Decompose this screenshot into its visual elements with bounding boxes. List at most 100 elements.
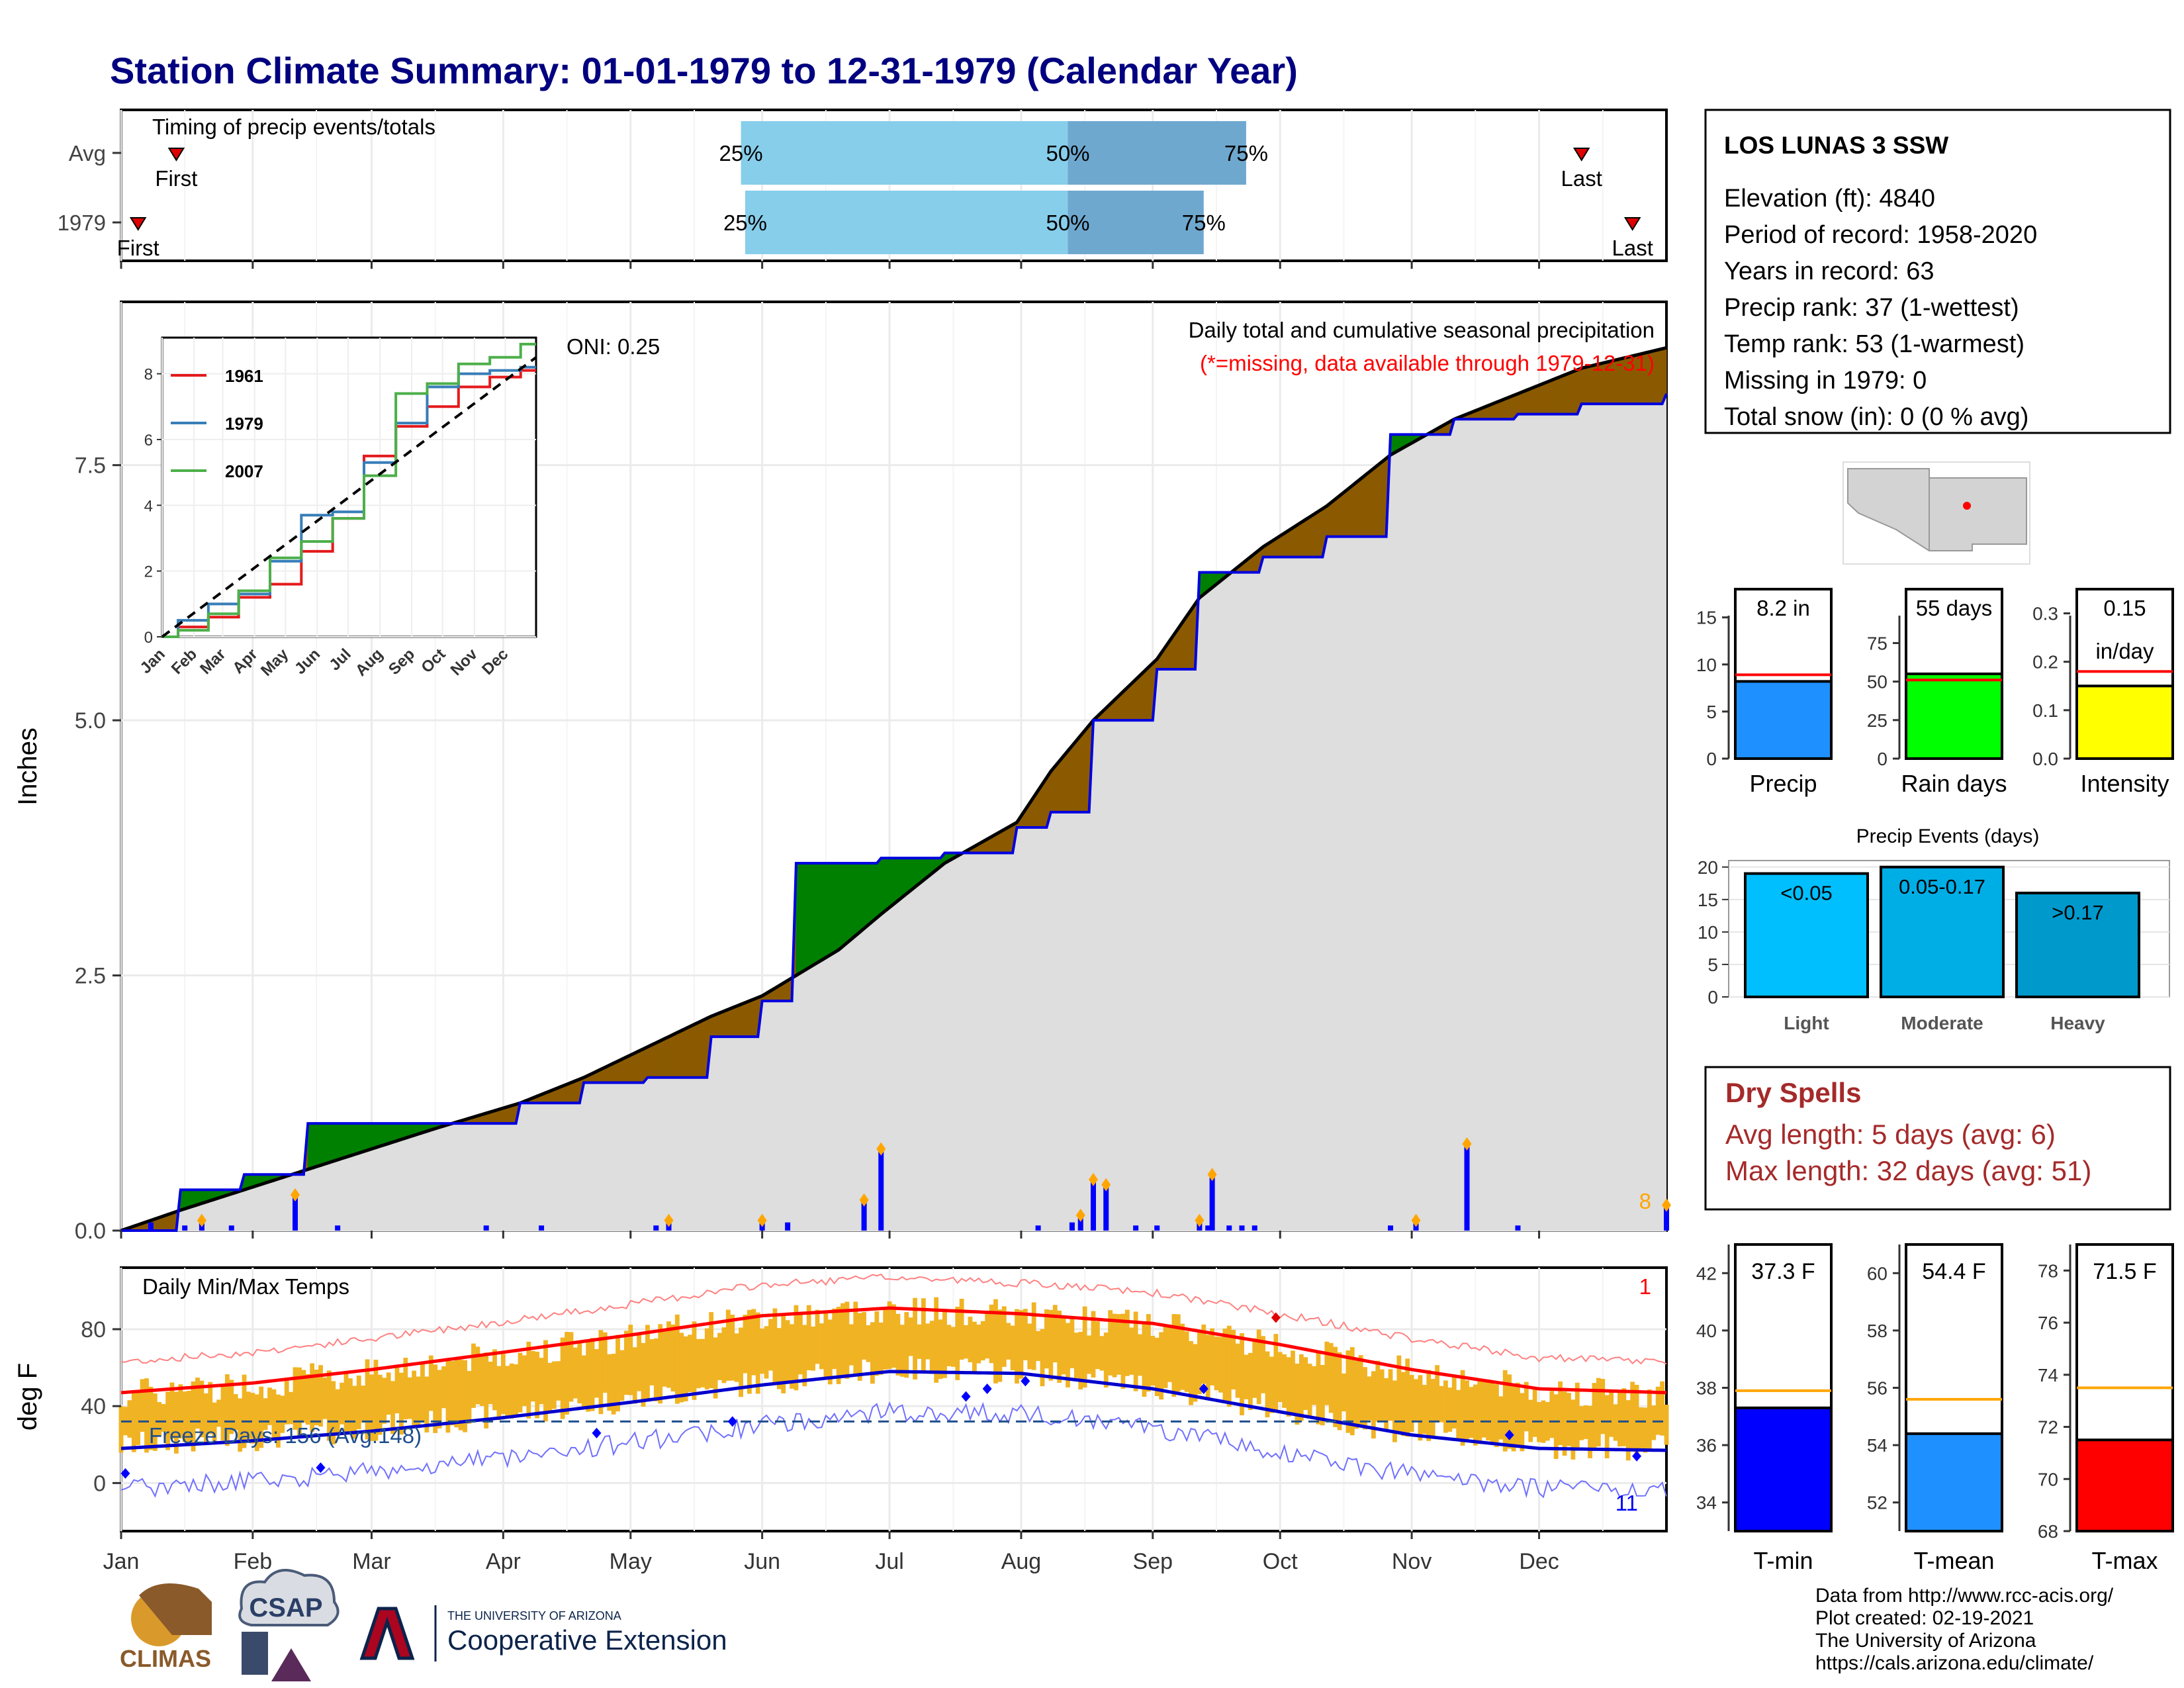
month-label: Dec — [1519, 1549, 1559, 1574]
daily-temp-range-bar — [1371, 1371, 1376, 1439]
daily-temp-range-bar — [1498, 1396, 1504, 1440]
precip-departure-fill — [901, 857, 907, 898]
daily-temp-range-bar — [696, 1338, 701, 1389]
summary-y-tick-label: 75 — [1867, 633, 1888, 653]
daily-temp-range-bar — [811, 1326, 816, 1371]
precip-departure-fill — [1300, 518, 1306, 557]
station-info-line: Missing in 1979: 0 — [1724, 367, 1927, 395]
daily-temp-range-bar — [794, 1305, 799, 1391]
daily-temp-range-bar — [929, 1321, 934, 1374]
daily-temp-range-bar — [373, 1360, 379, 1441]
precip-departure-fill — [621, 1056, 627, 1083]
daily-temp-range-bar — [1396, 1355, 1402, 1434]
daily-temp-range-bar — [1087, 1335, 1091, 1374]
daily-precip-bar — [1133, 1225, 1139, 1231]
temp-bar-y-tick-label: 56 — [1867, 1378, 1888, 1399]
daily-precip-marker — [1411, 1213, 1421, 1227]
daily-temp-range-bar — [1511, 1383, 1516, 1452]
daily-temp-range-bar — [1409, 1375, 1414, 1432]
precip-y-tick-label: 0.0 — [75, 1219, 106, 1244]
daily-temp-range-bar — [293, 1367, 298, 1430]
daily-temp-range-bar — [692, 1321, 697, 1400]
record-low-count: 11 — [1615, 1491, 1638, 1515]
daily-temp-range-bar — [917, 1324, 922, 1359]
daily-temp-range-bar — [157, 1402, 162, 1436]
temp-bar-value: 37.3 F — [1751, 1259, 1815, 1284]
daily-temp-range-bar — [314, 1370, 319, 1426]
record-marker — [727, 1416, 737, 1427]
daily-temp-range-bar — [874, 1311, 880, 1376]
precip-departure-fill — [1343, 488, 1349, 538]
precip-departure-fill — [639, 1048, 644, 1083]
daily-temp-range-bar — [1052, 1305, 1058, 1363]
daily-temp-range-bar — [1579, 1406, 1584, 1440]
daily-temp-range-bar — [1477, 1379, 1482, 1444]
daily-temp-range-bar — [1277, 1352, 1283, 1402]
temp-y-axis: 0 40 80 — [81, 1317, 121, 1496]
daily-temp-range-bar — [683, 1336, 688, 1401]
daily-temp-range-bar — [980, 1321, 985, 1361]
daily-temp-range-bar — [1167, 1325, 1172, 1382]
daily-temp-range-bar — [1010, 1325, 1015, 1371]
daily-temp-range-bar — [340, 1382, 344, 1425]
daily-temp-range-bar — [572, 1347, 578, 1399]
daily-temp-range-bar — [1426, 1370, 1432, 1441]
daily-temp-range-bar — [1553, 1394, 1559, 1459]
arizona-newmexico-shape — [1847, 468, 2027, 551]
summary-y-tick-label: 50 — [1867, 672, 1888, 692]
daily-temp-range-bar — [891, 1304, 896, 1368]
daily-temp-range-bar — [1103, 1332, 1109, 1388]
record-marker — [592, 1427, 602, 1438]
ua-big-text: Cooperative Extension — [447, 1624, 727, 1656]
daily-temp-range-bar — [632, 1347, 637, 1404]
events-bar-text: <0.05 — [1780, 882, 1832, 905]
daily-temp-range-bar — [1430, 1379, 1435, 1436]
daily-temp-range-bar — [1532, 1389, 1537, 1437]
inset-frame — [161, 336, 537, 638]
daily-temp-range-bar — [556, 1361, 561, 1401]
precip-departure-fill — [1309, 513, 1315, 557]
precip-y-axis: 0.0 2.5 5.0 7.5 — [75, 453, 121, 1244]
daily-precip-marker — [1195, 1213, 1205, 1227]
average-cumulative-area — [121, 348, 1666, 1231]
precip-departure-fill — [876, 857, 882, 919]
daily-precip-marker — [859, 1193, 869, 1207]
precip-departure-fill — [328, 1123, 334, 1163]
precip-departure-fill — [1539, 383, 1544, 415]
daily-temp-range-bar — [790, 1324, 794, 1389]
events-bar — [2015, 892, 2140, 998]
precip-departure-fill — [668, 1034, 674, 1078]
daily-temp-range-bar — [1486, 1380, 1490, 1441]
daily-temp-range-bar — [535, 1351, 540, 1419]
precip-departure-fill — [630, 1052, 635, 1083]
precip-departure-fill — [1572, 369, 1578, 415]
events-y-tick-label: 10 — [1698, 922, 1718, 943]
daily-temp-range-bar — [1481, 1382, 1486, 1438]
daily-temp-range-bar — [361, 1385, 366, 1423]
daily-temp-range-bar — [488, 1362, 493, 1405]
daily-precip-bar — [1388, 1225, 1394, 1231]
climas-wordmark: CLIMAS — [120, 1645, 211, 1672]
daily-temp-range-bar — [565, 1332, 569, 1415]
precip-departure-fill — [655, 1040, 661, 1078]
daily-temp-range-bar — [1545, 1401, 1550, 1441]
daily-temp-range-bar — [437, 1370, 442, 1429]
precip-departure-fill — [880, 857, 886, 915]
daily-temp-range-bar — [280, 1395, 285, 1433]
daily-temp-range-bar — [921, 1298, 926, 1374]
daily-temp-range-bar — [700, 1338, 705, 1387]
precip-y-label: Inches — [13, 727, 42, 806]
temp-y-label: deg F — [13, 1363, 42, 1430]
temp-panel: Daily Min/Max Temps 1 11 Freeze Days: 15… — [13, 1266, 1669, 1532]
summary-bar-fill — [1734, 680, 1833, 761]
daily-temp-range-bar — [479, 1354, 484, 1406]
temp-bar-fill — [1905, 1432, 2003, 1533]
daily-temp-range-bar — [1451, 1376, 1457, 1429]
month-label: Oct — [1263, 1549, 1298, 1574]
daily-temp-range-bar — [772, 1308, 778, 1385]
first-label: First — [117, 236, 159, 260]
daily-temp-range-bar — [989, 1304, 994, 1364]
daily-temp-range-bar — [1112, 1313, 1117, 1378]
daily-temp-range-bar — [318, 1365, 323, 1427]
